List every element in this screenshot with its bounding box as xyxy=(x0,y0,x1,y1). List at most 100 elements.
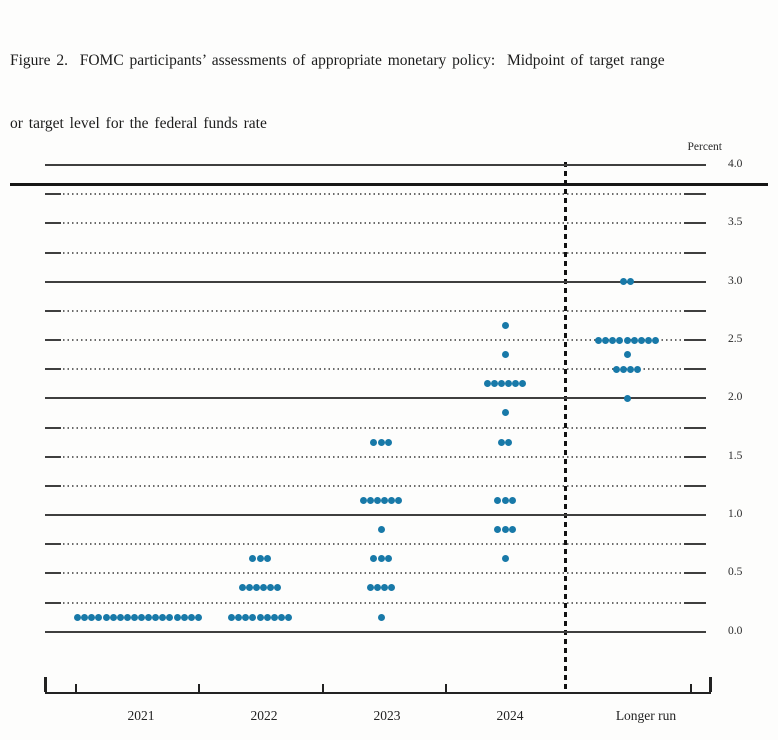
gridline-left-tick xyxy=(45,543,61,546)
projection-dot xyxy=(501,555,509,563)
projection-dot xyxy=(512,380,520,388)
projection-dot xyxy=(370,438,378,446)
projection-dot xyxy=(651,336,659,344)
x-tick-label: 2024 xyxy=(496,708,524,723)
bottom-axis-line xyxy=(45,692,711,694)
projection-dot xyxy=(381,496,389,504)
gridline-left-tick xyxy=(45,222,61,225)
y-tick-label: 3.5 xyxy=(728,216,743,229)
gridline-1.75 xyxy=(45,426,706,429)
projection-dot xyxy=(145,613,153,621)
projection-dot xyxy=(377,555,385,563)
y-tick-label: 0.5 xyxy=(728,566,743,579)
gridline-right-tick xyxy=(684,601,706,604)
projection-dot xyxy=(373,496,381,504)
projection-dot xyxy=(381,584,389,592)
axis-tick xyxy=(75,684,77,692)
projection-dot xyxy=(180,613,188,621)
projection-dot xyxy=(228,613,236,621)
x-tick-label: 2022 xyxy=(250,708,278,723)
gridline-right-tick xyxy=(684,339,706,342)
projection-dot xyxy=(88,613,96,621)
projection-dot xyxy=(627,278,635,286)
y-tick-label: 2.5 xyxy=(728,333,743,346)
projection-dot xyxy=(377,613,385,621)
projection-dot xyxy=(235,613,243,621)
projection-dot xyxy=(609,336,617,344)
projection-dot xyxy=(384,555,392,563)
gridline-4 xyxy=(45,164,706,167)
projection-dot xyxy=(602,336,610,344)
x-tick-label: 2023 xyxy=(373,708,401,723)
projection-dot xyxy=(95,613,103,621)
projection-dot xyxy=(501,351,509,359)
projection-dot xyxy=(508,526,516,534)
projection-dot xyxy=(637,336,645,344)
projection-dot xyxy=(388,496,396,504)
gridline-left-tick xyxy=(45,339,61,342)
projection-dot xyxy=(109,613,117,621)
projection-dot xyxy=(249,555,257,563)
projection-dot xyxy=(388,584,396,592)
projection-dot xyxy=(166,613,174,621)
gridline-3.25 xyxy=(45,251,706,254)
gridline-right-tick xyxy=(684,484,706,487)
projection-dot xyxy=(366,496,374,504)
projection-dot xyxy=(152,613,160,621)
projection-dot xyxy=(501,526,509,534)
gridline-3.5 xyxy=(45,222,706,225)
gridline-1.25 xyxy=(45,484,706,487)
gridline-left-tick xyxy=(45,484,61,487)
gridline-left-tick xyxy=(45,193,61,196)
gridline-left-tick xyxy=(45,309,61,312)
projection-dot xyxy=(497,438,505,446)
figure-title: Figure 2. FOMC participants’ assessments… xyxy=(10,8,768,186)
projection-dot xyxy=(256,555,264,563)
projection-dot xyxy=(630,336,638,344)
gridline-left-tick xyxy=(45,455,61,458)
projection-dot xyxy=(623,336,631,344)
gridline-right-tick xyxy=(684,426,706,429)
gridline-1 xyxy=(45,514,706,517)
projection-dot xyxy=(497,380,505,388)
projection-dot xyxy=(377,438,385,446)
gridline-right-tick xyxy=(684,222,706,225)
projection-dot xyxy=(252,584,260,592)
gridline-left-tick xyxy=(45,601,61,604)
projection-dot xyxy=(260,584,268,592)
projection-dot xyxy=(245,584,253,592)
projection-dot xyxy=(508,496,516,504)
axis-end-tick xyxy=(44,677,47,692)
projection-dot xyxy=(494,526,502,534)
projection-dot xyxy=(619,278,627,286)
axis-end-tick xyxy=(709,677,712,692)
projection-dot xyxy=(242,613,250,621)
projection-dot xyxy=(256,613,264,621)
projection-dot xyxy=(194,613,202,621)
projection-dot xyxy=(623,351,631,359)
gridline-right-tick xyxy=(684,543,706,546)
figure-title-line-2: or target level for the federal funds ra… xyxy=(10,115,267,132)
projection-dot xyxy=(249,613,257,621)
projection-dot xyxy=(267,584,275,592)
gridline-right-tick xyxy=(684,193,706,196)
axis-tick xyxy=(690,684,692,692)
percent-unit-label: Percent xyxy=(687,141,722,153)
projection-dot xyxy=(644,336,652,344)
projection-dot xyxy=(634,365,642,373)
y-tick-label: 4.0 xyxy=(728,158,743,171)
gridline-2.75 xyxy=(45,309,706,312)
gridline-2.5 xyxy=(45,339,706,342)
x-tick-label: 2021 xyxy=(127,708,155,723)
y-tick-label: 2.0 xyxy=(728,391,743,404)
projection-dot xyxy=(395,496,403,504)
projection-dot xyxy=(130,613,138,621)
projection-dot xyxy=(270,613,278,621)
axis-tick xyxy=(322,684,324,692)
projection-dot xyxy=(277,613,285,621)
gridline-0.75 xyxy=(45,543,706,546)
projection-dot xyxy=(501,496,509,504)
axis-tick xyxy=(198,684,200,692)
